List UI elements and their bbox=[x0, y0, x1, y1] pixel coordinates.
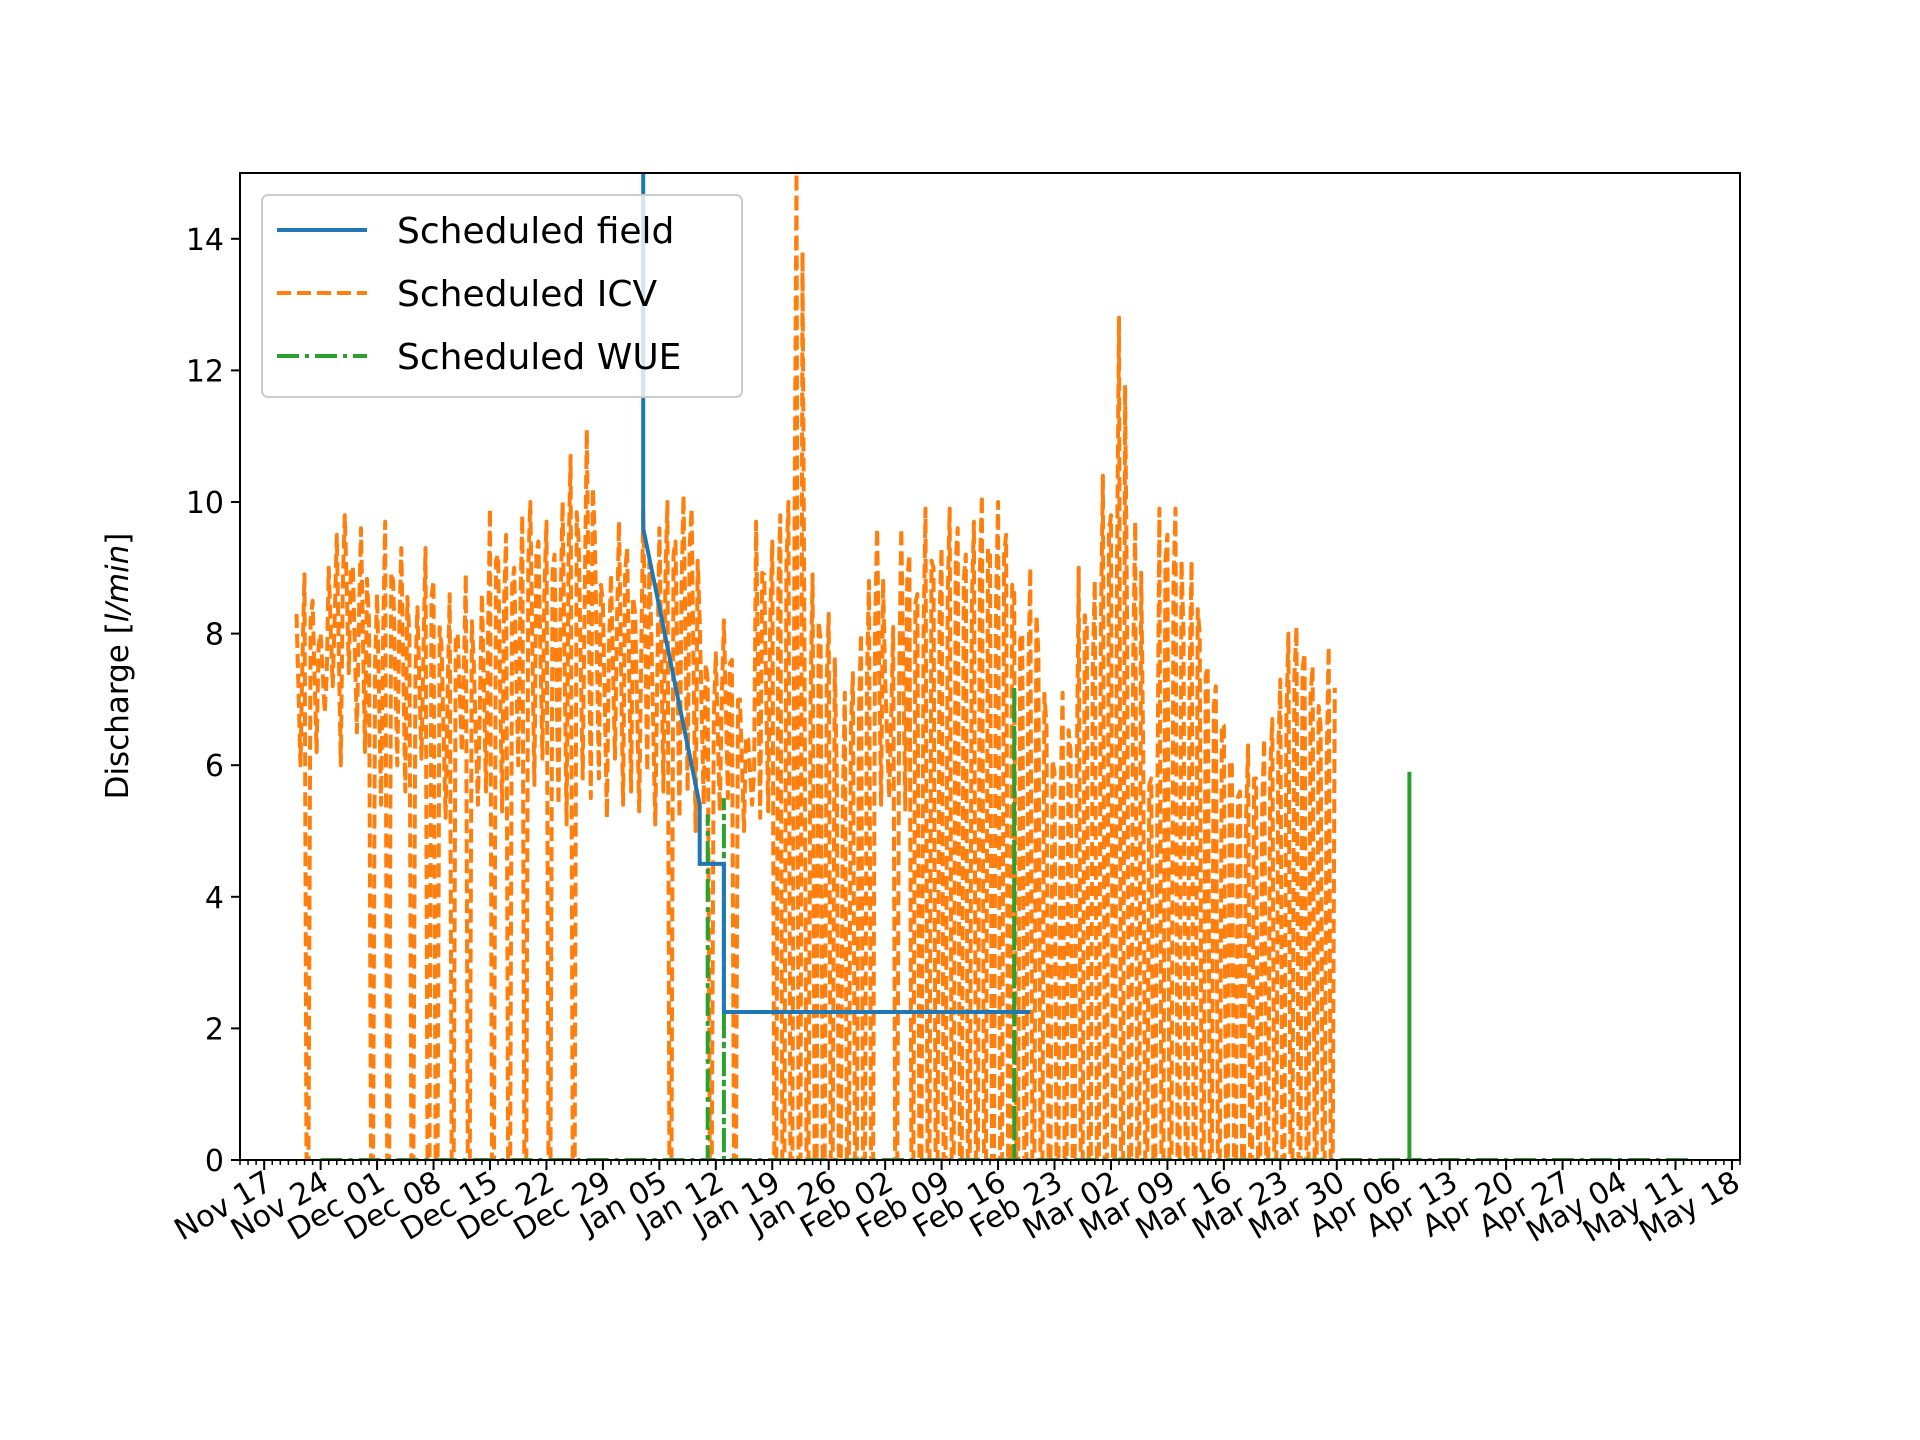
legend: Scheduled field Scheduled ICV Scheduled … bbox=[261, 194, 743, 398]
y-axis: 0 2 4 6 8 10 12 14 bbox=[186, 223, 240, 1179]
legend-label-field: Scheduled field bbox=[397, 211, 674, 252]
series-line-scheduled-wue bbox=[320, 686, 1692, 1160]
y-tick-label: 8 bbox=[205, 618, 224, 653]
y-axis-label: Discharge [l/min] bbox=[100, 533, 136, 800]
y-tick-label: 4 bbox=[205, 881, 224, 916]
y-tick-label: 14 bbox=[186, 223, 224, 258]
y-axis-label-prefix: Discharge [ bbox=[100, 622, 136, 799]
legend-label-wue: Scheduled WUE bbox=[397, 337, 681, 378]
legend-box bbox=[261, 194, 743, 398]
y-tick-label: 6 bbox=[205, 749, 224, 784]
y-tick-label: 10 bbox=[186, 486, 224, 521]
y-tick-label: 2 bbox=[205, 1012, 224, 1047]
series-layer bbox=[294, 173, 1692, 1160]
y-axis-label-suffix: ] bbox=[100, 533, 136, 545]
legend-label-icv: Scheduled ICV bbox=[397, 274, 657, 315]
y-tick-label: 12 bbox=[186, 354, 224, 389]
y-axis-label-unit: l/min bbox=[100, 545, 136, 623]
y-tick-label: 0 bbox=[205, 1144, 224, 1179]
series-line-scheduled-field bbox=[641, 173, 1031, 1014]
